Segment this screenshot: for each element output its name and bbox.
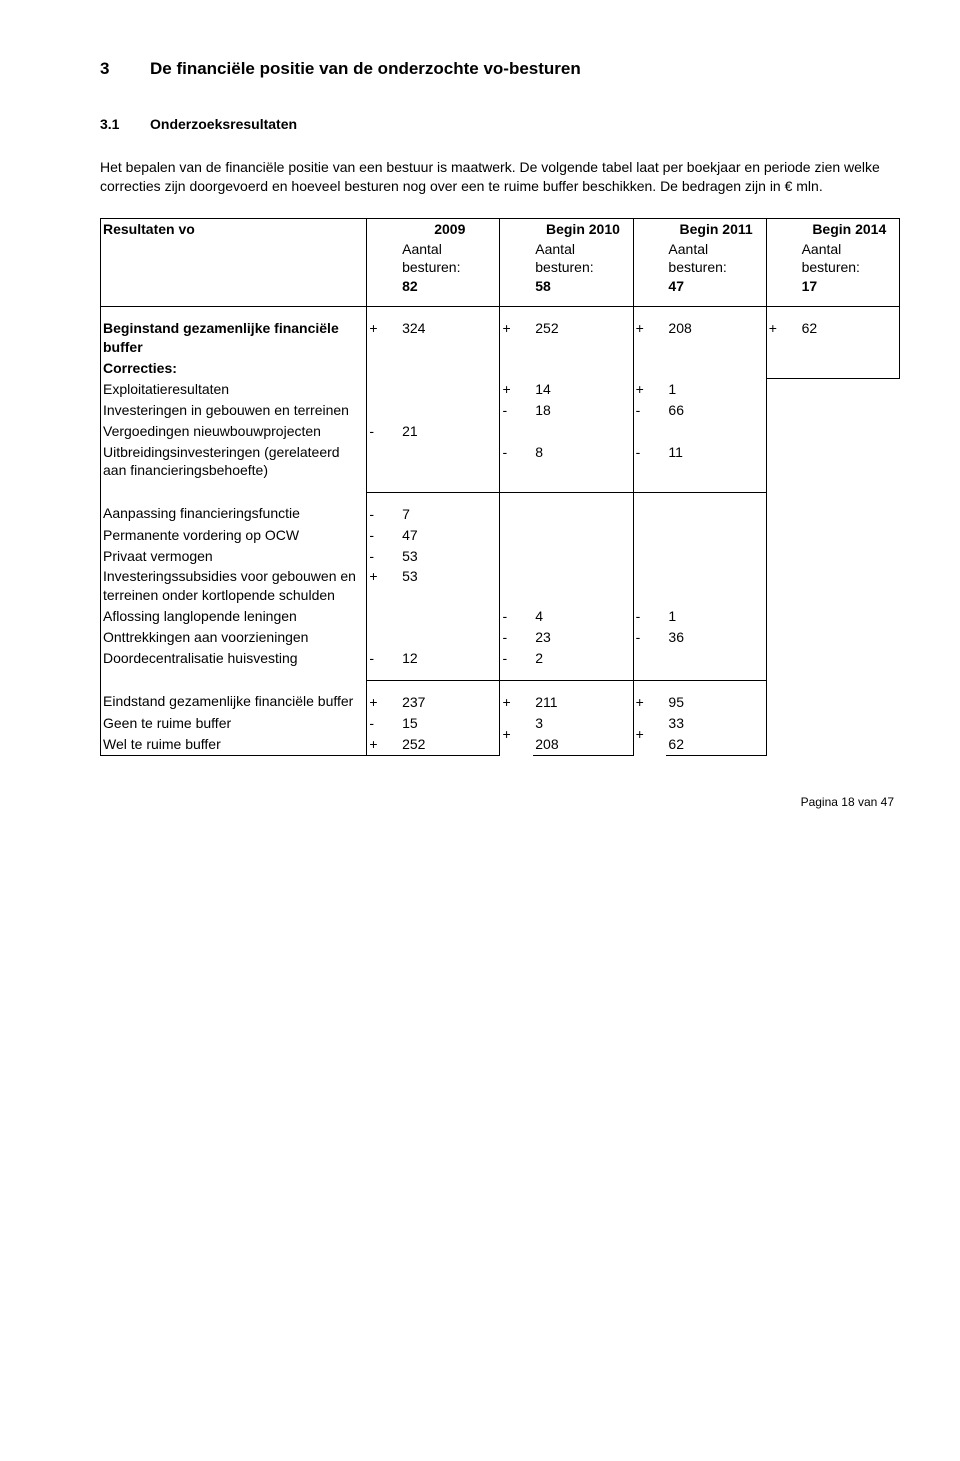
col-year-2009: 2009: [400, 218, 500, 238]
table-row: Beginstand gezamenlijke financiële buffe…: [101, 307, 900, 358]
table-row: Correcties:: [101, 358, 900, 379]
table-row: Onttrekkingen aan voorzieningen -23 -36: [101, 627, 900, 648]
table-row: Aflossing langlopende leningen -4 -1: [101, 606, 900, 627]
page-footer: Pagina 18 van 47: [100, 794, 900, 810]
table-row: Exploitatieresultaten +14 +1: [101, 379, 900, 400]
table-row: Eindstand gezamenlijke financiële buffer…: [101, 680, 900, 712]
subsection-heading: 3.1Onderzoeksresultaten: [100, 115, 900, 134]
table-header-row: Resultaten vo 2009 Begin 2010 Begin 2011…: [101, 218, 900, 238]
table-row: Aanpassing financieringsfunctie -7: [101, 492, 900, 524]
table-row: Investeringen in gebouwen en terreinen -…: [101, 400, 900, 421]
subsection-number: 3.1: [100, 115, 150, 134]
subsection-title: Onderzoeksresultaten: [150, 116, 297, 132]
col-year-2010: Begin 2010: [533, 218, 633, 238]
table-row: Privaat vermogen -53: [101, 546, 900, 567]
section-title-text: De financiële positie van de onderzochte…: [150, 59, 581, 78]
table-subheader-row: Aantal besturen:82 Aantal besturen:58 Aa…: [101, 239, 900, 307]
header-label: Resultaten vo: [101, 218, 367, 238]
col-year-2011: Begin 2011: [666, 218, 766, 238]
table-row: Geen te ruime buffer -15 + 3 + 33: [101, 713, 900, 734]
section-number: 3: [100, 58, 150, 81]
table-row: Uitbreidingsinvesteringen (gerelateerd a…: [101, 442, 900, 493]
table-row: Vergoedingen nieuwbouwprojecten -21: [101, 421, 900, 442]
table-row: Investeringssubsidies voor gebouwen en t…: [101, 566, 900, 606]
col-year-2014: Begin 2014: [800, 218, 900, 238]
table-row: Doordecentralisatie huisvesting -12 -2: [101, 648, 900, 680]
table-row: Permanente vordering op OCW -47: [101, 525, 900, 546]
intro-paragraph: Het bepalen van de financiële positie va…: [100, 158, 900, 196]
section-title: 3De financiële positie van de onderzocht…: [100, 58, 900, 81]
results-table: Resultaten vo 2009 Begin 2010 Begin 2011…: [100, 218, 900, 756]
